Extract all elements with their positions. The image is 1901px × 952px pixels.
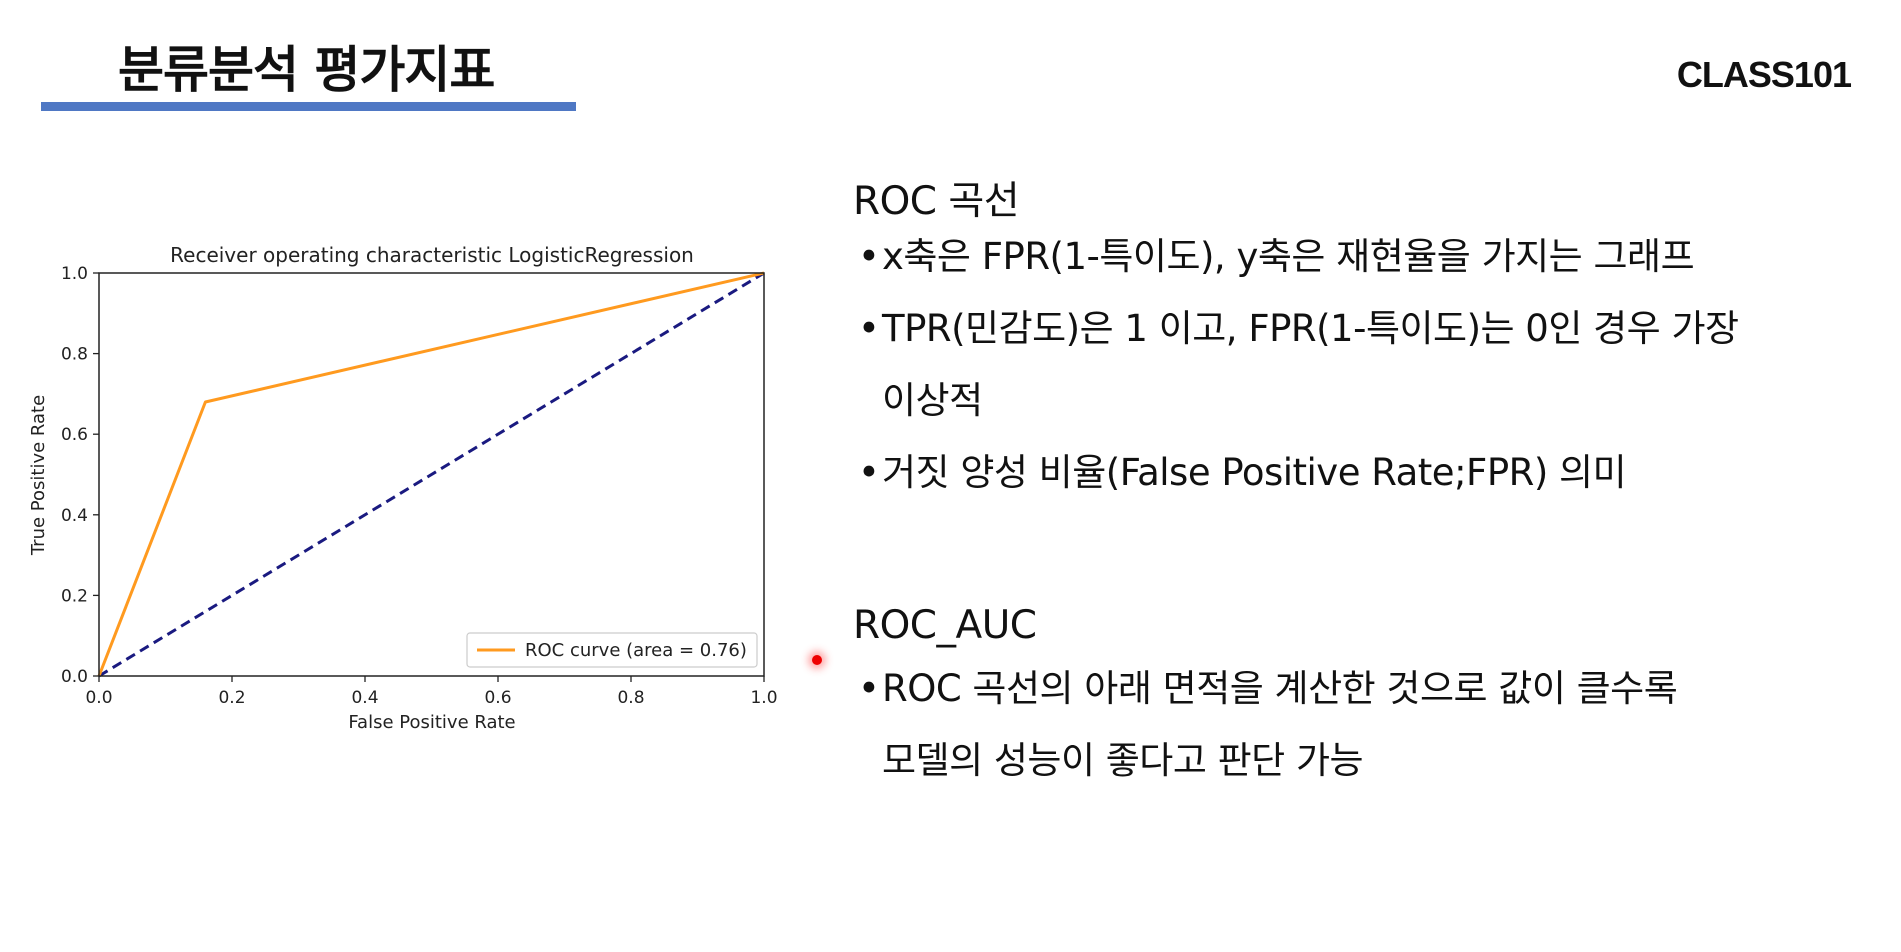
- section-heading: ROC 곡선: [853, 179, 1020, 224]
- legend-box: [466, 632, 758, 668]
- y-tick-label: 0.2: [61, 586, 88, 606]
- bullet-text: ROC 곡선의 아래 면적을 계산한 것으로 값이 클수록 모델의 성능이 좋다고…: [882, 667, 1678, 782]
- x-tick-label: 1.0: [750, 688, 777, 708]
- section-heading: ROC_AUC: [853, 603, 1037, 648]
- y-tick-label: 0.4: [61, 506, 88, 526]
- y-tick-label: 0.0: [61, 667, 88, 687]
- bullet-text: 거짓 양성 비율(False Positive Rate;FPR) 의미: [882, 451, 1627, 494]
- x-tick-label: 0.2: [218, 688, 245, 708]
- x-axis-ticks: 0.0 0.2 0.4 0.6 0.8 1.0: [85, 676, 778, 708]
- bullet-text: x축은 FPR(1-특이도), y축은 재현율을 가지는 그래프: [882, 235, 1695, 278]
- brand-logo: CLASS101: [1676, 54, 1852, 95]
- diagonal-reference-line: [98, 271, 765, 678]
- roc-chart: Receiver operating characteristic Logist…: [28, 243, 778, 733]
- bullet-dot: •: [858, 235, 880, 278]
- x-tick-label: 0.0: [85, 688, 112, 708]
- roc-curve-line: [97, 271, 765, 677]
- slide-title: 분류분석 평가지표: [118, 41, 495, 99]
- y-tick-label: 0.6: [61, 425, 88, 445]
- x-axis-label: False Positive Rate: [348, 712, 515, 733]
- legend-label-roc: ROC curve (area = 0.76): [525, 640, 747, 661]
- x-tick-label: 0.6: [484, 688, 511, 708]
- bullet-dot: •: [858, 667, 880, 710]
- y-tick-label: 1.0: [61, 264, 88, 284]
- bullet-dot: •: [858, 451, 880, 494]
- chart-title: Receiver operating characteristic Logist…: [170, 243, 694, 267]
- y-axis-label: True Positive Rate: [28, 395, 49, 556]
- chart-legend: ROC curve (area = 0.76): [466, 632, 758, 668]
- laser-pointer-dot: [812, 655, 822, 665]
- y-axis-ticks: 0.0 0.2 0.4 0.6 0.8 1.0: [61, 264, 99, 687]
- bullet-text: TPR(민감도)은 1 이고, FPR(1-특이도)는 0인 경우 가장 이상적: [882, 307, 1739, 422]
- x-tick-label: 0.4: [351, 688, 378, 708]
- plot-frame: [98, 272, 765, 677]
- bullet-dot: •: [858, 307, 880, 350]
- x-tick-label: 0.8: [617, 688, 644, 708]
- title-underline: [41, 102, 576, 111]
- plot-series: [97, 271, 765, 678]
- y-tick-label: 0.8: [61, 345, 88, 365]
